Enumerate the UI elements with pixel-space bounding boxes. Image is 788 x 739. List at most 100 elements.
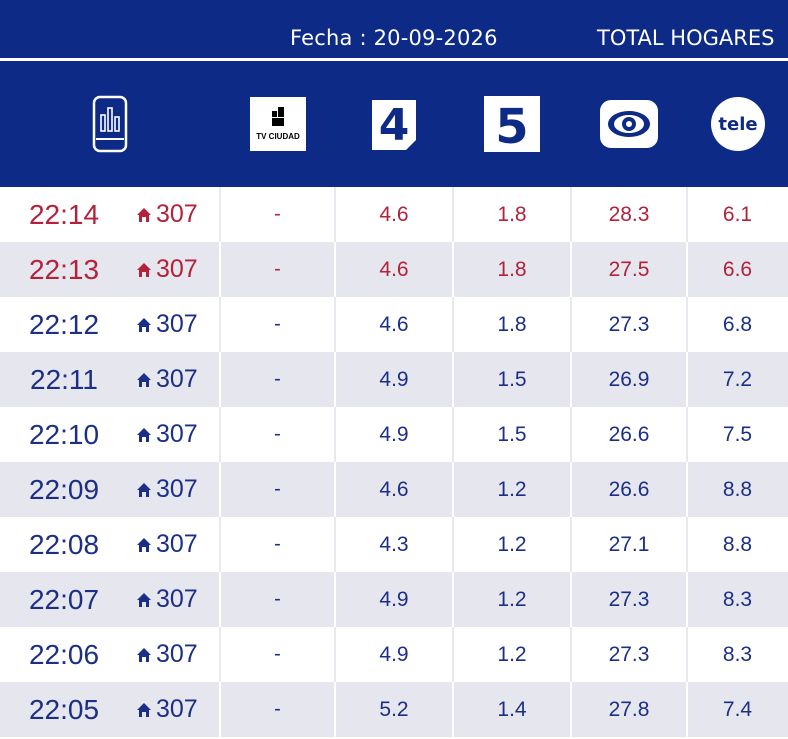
column-separator [570, 297, 572, 352]
column-separator [334, 572, 336, 627]
canal-4-rating: 4.6 [379, 202, 409, 226]
column-separator [452, 242, 454, 297]
tv-ciudad-label: TV CIUDAD [256, 132, 300, 141]
households-value: 307 [156, 200, 198, 228]
house-icon [137, 372, 151, 387]
house-icon [137, 317, 151, 332]
canal-10-rating: 26.6 [608, 477, 650, 501]
column-separator [219, 627, 221, 682]
canal-12-rating: 8.8 [722, 477, 753, 501]
time-cell: 22:06 [28, 638, 100, 670]
canal-4-rating: 4.9 [379, 642, 409, 666]
households-cell: 307 [128, 297, 220, 352]
canal-4-label: 4 [379, 100, 410, 151]
households-value: 307 [156, 530, 198, 558]
households-value: 307 [156, 420, 198, 448]
table-row: 22:09 307 - 4.6 1.2 26.6 8.8 [0, 462, 788, 517]
table-row: 22:11 307 - 4.9 1.5 26.9 7.2 [0, 352, 788, 407]
column-separator [334, 352, 336, 407]
column-separator [219, 187, 221, 242]
tele-label: tele [718, 114, 757, 135]
date-label: Fecha : 20-09-2026 [290, 26, 498, 50]
canal-12-rating: 6.1 [722, 202, 753, 226]
canal-10-rating: 27.3 [608, 587, 650, 611]
tv-ciudad-logo-icon: TV CIUDAD [249, 97, 306, 151]
house-icon [137, 647, 151, 662]
channel-4: 4 [335, 61, 453, 187]
column-separator [686, 572, 688, 627]
canal-12-rating: 6.8 [722, 312, 753, 336]
canal-5-logo-icon: 5 [484, 96, 540, 152]
canal-5-rating: 1.2 [497, 532, 527, 556]
households-cell: 307 [128, 242, 220, 297]
canal-10-eye-logo-icon [600, 100, 658, 148]
households-cell: 307 [128, 682, 220, 737]
scope-label: TOTAL HOGARES [597, 26, 775, 50]
table-row: 22:08 307 - 4.3 1.2 27.1 8.8 [0, 517, 788, 572]
column-separator [334, 407, 336, 462]
column-separator [686, 627, 688, 682]
tv-ciudad-rating: - [274, 423, 281, 445]
column-separator [334, 242, 336, 297]
top-bar: Fecha : 20-09-2026 TOTAL HOGARES [0, 0, 788, 58]
column-separator [219, 297, 221, 352]
tv-ciudad-rating: - [274, 533, 281, 555]
time-cell: 22:08 [28, 528, 100, 560]
canal-10-rating: 28.3 [608, 202, 650, 226]
canal-12-rating: 7.4 [722, 697, 753, 721]
tv-ciudad-rating: - [274, 203, 281, 225]
column-separator [686, 407, 688, 462]
column-separator [686, 242, 688, 297]
households-cell: 307 [128, 352, 220, 407]
canal-12-rating: 7.2 [722, 367, 753, 391]
column-separator [452, 627, 454, 682]
canal-10-rating: 27.1 [608, 532, 650, 556]
canal-12-rating: 8.3 [722, 642, 753, 666]
house-icon [137, 262, 151, 277]
households-value: 307 [156, 255, 198, 283]
table-row: 22:14 307 - 4.6 1.8 28.3 6.1 [0, 187, 788, 242]
column-separator [334, 462, 336, 517]
column-separator [570, 517, 572, 572]
column-separator [334, 517, 336, 572]
column-separator [219, 682, 221, 737]
tv-ciudad-rating: - [274, 258, 281, 280]
column-separator [219, 517, 221, 572]
column-separator [334, 187, 336, 242]
time-cell: 22:14 [28, 198, 100, 230]
phone-chart-icon [92, 95, 128, 153]
canal-12-rating: 8.8 [722, 532, 753, 556]
column-separator [570, 462, 572, 517]
column-separator [452, 682, 454, 737]
table-row: 22:06 307 - 4.9 1.2 27.3 8.3 [0, 627, 788, 682]
time-cell: 22:10 [28, 418, 100, 450]
canal-4-rating: 4.9 [379, 422, 409, 446]
households-value: 307 [156, 365, 198, 393]
channel-10 [571, 61, 687, 187]
column-separator [686, 187, 688, 242]
canal-5-rating: 1.8 [497, 202, 527, 226]
households-value: 307 [156, 475, 198, 503]
canal-5-rating: 1.4 [497, 697, 527, 721]
canal-10-rating: 27.3 [608, 642, 650, 666]
time-cell: 22:13 [28, 253, 100, 285]
channel-header: TV CIUDAD 4 5 tele [0, 61, 788, 187]
canal-10-rating: 27.8 [608, 697, 650, 721]
table-row: 22:10 307 - 4.9 1.5 26.6 7.5 [0, 407, 788, 462]
canal-12-rating: 8.3 [722, 587, 753, 611]
time-cell: 22:09 [28, 473, 100, 505]
house-icon [137, 702, 151, 717]
canal-5-rating: 1.8 [497, 257, 527, 281]
phone-chart-icon-cell [0, 61, 220, 187]
tele-logo-icon: tele [710, 97, 765, 151]
tv-ciudad-rating: - [274, 368, 281, 390]
time-cell: 22:07 [28, 583, 100, 615]
column-separator [219, 242, 221, 297]
canal-10-rating: 26.6 [608, 422, 650, 446]
canal-5-rating: 1.8 [497, 312, 527, 336]
column-separator [686, 297, 688, 352]
canal-4-rating: 4.6 [379, 257, 409, 281]
house-icon [137, 207, 151, 222]
households-cell: 307 [128, 462, 220, 517]
house-icon [137, 427, 151, 442]
